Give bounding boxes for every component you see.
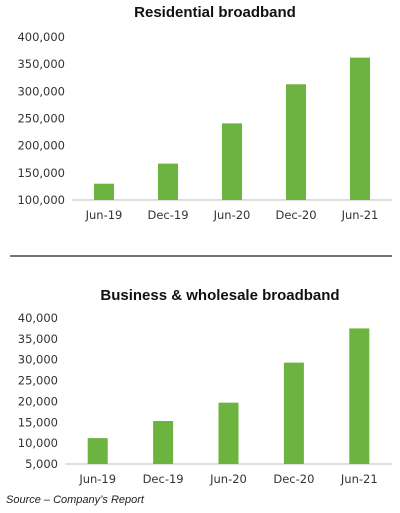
x-tick-label: Dec-19 [147, 208, 188, 222]
x-tick-label: Jun-19 [78, 472, 116, 486]
y-tick-label: 35,000 [18, 332, 58, 346]
x-tick-label: Jun-20 [213, 208, 251, 222]
bar [218, 402, 239, 464]
residential-broadband-chart: Residential broadband 100,000 150,000 200,… [17, 4, 392, 222]
y-tick-label: 30,000 [18, 353, 58, 367]
x-tick-label: Jun-20 [209, 472, 247, 486]
x-tick-label: Dec-19 [143, 472, 184, 486]
bars [94, 57, 370, 200]
y-tick-label: 10,000 [18, 436, 58, 450]
y-tick-label: 100,000 [17, 193, 65, 207]
bar [350, 57, 370, 200]
bar [87, 438, 108, 464]
y-tick-label: 20,000 [18, 394, 58, 408]
chart-title: Business & wholesale broadband [100, 287, 339, 304]
x-tick-label: Jun-19 [85, 208, 123, 222]
y-tick-label: 150,000 [17, 166, 65, 180]
y-tick-label: 300,000 [17, 84, 65, 98]
y-tick-label: 400,000 [17, 30, 65, 44]
x-tick-label: Jun-21 [341, 208, 379, 222]
x-tick-labels: Jun-19 Dec-19 Jun-20 Dec-20 Jun-21 [78, 472, 377, 486]
y-axis: 5,000 10,000 15,000 20,000 25,000 30,000 35,00… [18, 311, 58, 471]
y-tick-label: 25,000 [18, 374, 58, 388]
bar [94, 183, 114, 200]
source-note: Source – Company’s Report [6, 494, 144, 506]
y-axis: 100,000 150,000 200,000 250,000 300,000 350,0… [17, 30, 65, 207]
y-tick-label: 350,000 [17, 57, 65, 71]
x-tick-label: Jun-21 [340, 472, 378, 486]
bar [222, 123, 242, 200]
x-tick-label: Dec-20 [275, 208, 316, 222]
y-tick-label: 5,000 [25, 457, 58, 471]
bar [349, 328, 370, 464]
bar [286, 84, 306, 200]
business-wholesale-broadband-chart: Business & wholesale broadband 5,000 10,0… [18, 287, 392, 486]
bar [283, 362, 304, 464]
y-tick-label: 15,000 [18, 415, 58, 429]
x-tick-label: Dec-20 [273, 472, 314, 486]
x-tick-labels: Jun-19 Dec-19 Jun-20 Dec-20 Jun-21 [85, 208, 379, 222]
y-tick-label: 200,000 [17, 139, 65, 153]
bar [153, 421, 174, 464]
bar [158, 163, 178, 200]
chart-title: Residential broadband [134, 4, 296, 21]
bars [87, 328, 370, 464]
y-tick-label: 40,000 [18, 311, 58, 325]
y-tick-label: 250,000 [17, 112, 65, 126]
